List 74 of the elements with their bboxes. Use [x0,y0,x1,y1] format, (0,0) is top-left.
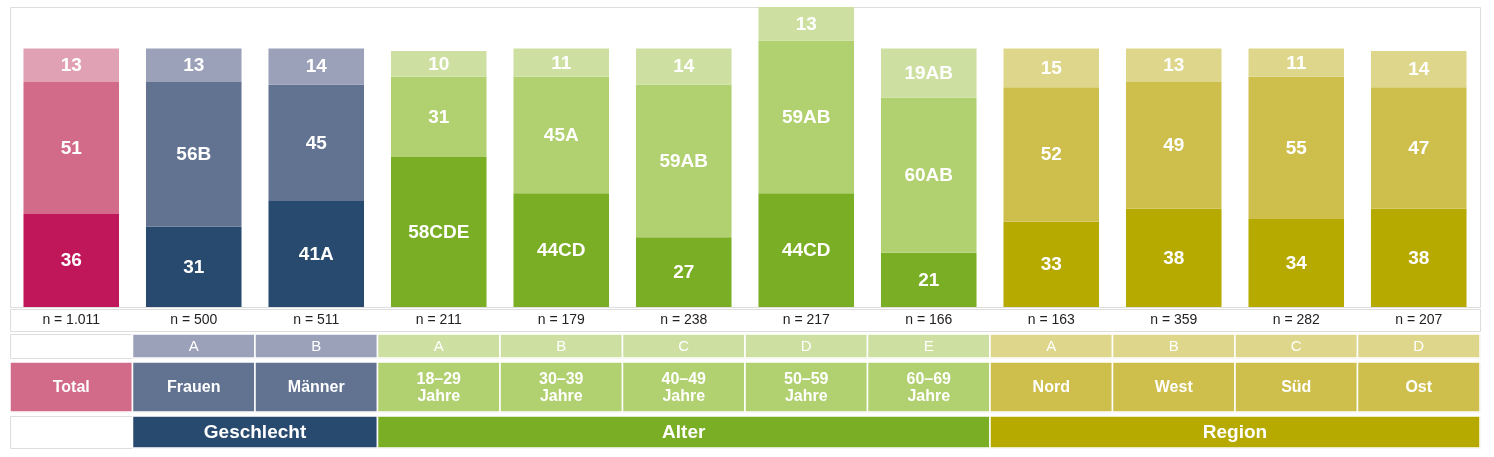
text: E [923,337,934,354]
data-label: 38 [1408,246,1430,268]
data-label: 38 [1163,246,1185,268]
data-label: 31 [183,255,205,277]
x-tick-label: 18–29 Jahre [416,369,462,404]
text: n = 211 [415,311,462,327]
text: B [556,337,567,354]
x-tick-label: Nord [1032,378,1070,395]
x-tick-label: 50–59 Jahre [784,369,829,404]
text: n = 179 [537,311,586,327]
data-label: 47 [1408,136,1430,158]
data-label: 60AB [904,164,954,186]
data-label: 11 [1286,51,1307,73]
data-label: 49 [1163,134,1185,156]
data-label: 58CDE [408,221,470,242]
text: A [433,337,444,354]
x-tick-label: Süd [1281,378,1312,395]
data-label: 45A [543,124,579,146]
x-tick-label: Total [52,378,90,395]
text: n = 207 [1395,311,1443,327]
data-label: 52 [1040,143,1062,165]
text: n = 511 [293,311,340,327]
x-tick-label: Frauen [167,378,221,395]
text: A [188,337,199,354]
data-label: 19AB [904,61,954,83]
text: B [1168,337,1179,354]
data-label: 21 [918,268,940,290]
text: A [1046,337,1057,354]
data-label: 15 [1040,56,1063,78]
text: n = 1.011 [42,311,101,327]
text: C [1290,337,1302,354]
text: n = 166 [905,311,953,327]
data-label: 10 [428,52,450,74]
text: D [1413,337,1425,354]
data-label: 59AB [659,149,709,171]
x-tick-label: Ost [1405,378,1433,395]
x-tick-label: 60–69 Jahre [906,369,952,404]
data-label: 13 [60,54,82,76]
text: n = 217 [782,311,831,327]
text: Geschlecht [203,421,307,442]
data-label: 56B [176,143,212,165]
data-label: 31 [428,105,450,127]
data-label: 14 [673,55,695,77]
text: B [311,337,322,354]
data-label: 44CD [536,239,586,261]
data-label: 27 [673,261,695,283]
data-label: 59AB [781,105,831,127]
data-label: 33 [1040,253,1062,275]
x-tick-label: 30–39 Jahre [539,369,584,404]
data-label: 13 [183,54,205,76]
text: Region [1202,421,1268,442]
data-label: 11 [551,51,572,73]
text: n = 163 [1027,311,1076,327]
text: n = 359 [1150,311,1198,327]
data-label: 44CD [781,239,831,261]
data-label: 13 [1163,54,1185,76]
text: n = 282 [1272,311,1321,327]
data-label: 41A [298,242,334,264]
x-tick-label: Männer [287,378,345,395]
text: n = 238 [660,311,708,327]
text: n = 500 [170,311,218,327]
data-label: 14 [305,55,328,77]
text: D [800,337,812,354]
data-label: 13 [795,12,817,34]
x-tick-label: West [1154,378,1194,395]
text: C [678,337,690,354]
data-label: 55 [1285,136,1308,158]
text: Alter [662,421,706,442]
data-label: 14 [1408,58,1430,80]
data-label: 51 [60,136,83,158]
data-label: 36 [60,249,82,271]
data-label: 45 [305,131,328,153]
x-tick-label: 40–49 Jahre [661,369,707,404]
data-label: 34 [1285,252,1308,274]
